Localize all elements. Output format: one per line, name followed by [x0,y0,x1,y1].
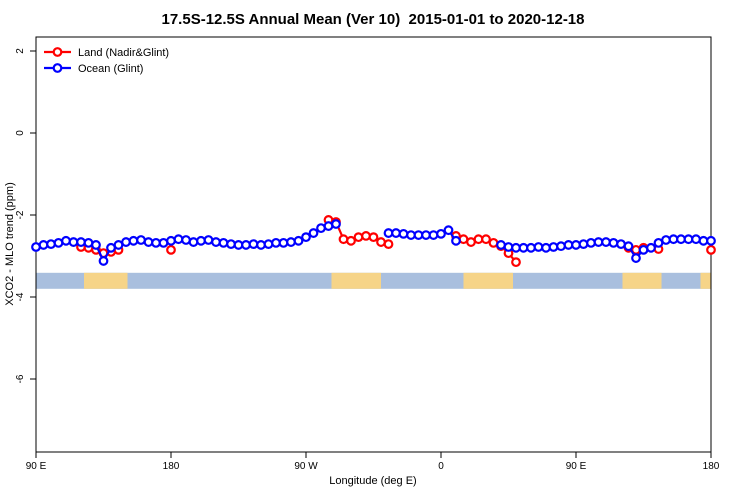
ocean-point [398,228,409,239]
y-tick-label: -2 [15,210,26,219]
land-point [361,231,371,241]
ocean-point [631,253,641,263]
ocean-point [533,242,544,252]
chart-title: 17.5S-12.5S Annual Mean (Ver 10) 2015-01… [162,11,585,28]
land-point [338,234,349,245]
y-axis-title: XCO2 - MLO trend (ppm) [4,182,16,305]
ocean-point [91,240,101,250]
map-land-segment [463,272,513,289]
x-tick-label: 90 W [294,461,318,472]
ocean-point [128,235,139,246]
legend: Land (Nadir&Glint) Ocean (Glint) [44,47,169,75]
x-tick-label: 0 [438,461,444,472]
ocean-point [173,234,184,245]
ocean-point [61,235,71,246]
ocean-point [196,235,206,246]
ocean-point [46,239,56,250]
ocean-point [188,237,199,247]
ocean-point [76,237,86,247]
x-axis-title: Longitude (deg E) [329,475,416,487]
ocean-point [526,242,536,253]
y-tick-label: 0 [15,130,26,136]
ocean-point [263,239,274,250]
ocean-point [706,235,716,246]
land-point [511,257,521,268]
x-tick-label: 90 E [26,461,47,472]
ocean-point [601,237,611,247]
y-tick-label: -4 [15,292,26,301]
y-tick-label: -6 [15,374,26,383]
legend-land-label: Land (Nadir&Glint) [78,47,169,59]
ocean-point [571,240,581,250]
ocean-point [293,235,304,246]
map-land-segment [700,272,711,289]
ocean-point [391,228,401,238]
ocean-point [548,242,559,252]
ocean-point [38,240,49,250]
ocean-point [211,237,221,247]
ocean-point [166,235,176,246]
map-land-segment [622,272,662,289]
land-point [346,235,356,246]
ocean-point [248,239,259,250]
land-point [706,244,716,255]
map-land-segment [84,272,128,289]
land-point [353,232,364,243]
land-point [166,244,176,255]
ocean-point [451,235,461,246]
ocean-point [143,237,154,247]
ocean-point [308,228,319,238]
ocean-point [661,235,671,245]
ocean-point [436,228,446,239]
ocean-point [623,241,634,252]
ocean-point [241,240,251,250]
ocean-point [98,256,109,266]
ocean-point [256,240,266,250]
legend-land-marker-icon [52,47,63,57]
ocean-point [556,241,566,252]
ocean-point [286,237,296,247]
land-point [383,239,394,250]
y-tick-label: 2 [15,48,26,54]
ocean-point [646,242,656,253]
legend-ocean-label: Ocean (Glint) [78,63,143,75]
ocean-point [691,234,701,245]
x-tick-label: 180 [163,461,180,472]
ocean-point [278,237,289,248]
ocean-point [428,230,439,240]
ocean-point [121,237,131,247]
ocean-point [586,237,596,248]
x-tick-label: 90 E [566,461,587,472]
land-point [481,234,491,245]
map-land-segment [331,272,381,289]
ocean-point [301,232,311,243]
ocean-point [226,239,236,250]
ocean-point [443,225,454,236]
ocean-point [503,242,514,252]
ocean-point [331,219,341,229]
ocean-point [578,239,589,250]
land-point [368,232,379,243]
legend-ocean-marker-icon [52,63,63,73]
ocean-point [218,237,229,248]
plot-area: 90 E 180 90 W 0 90 E 180 2 0 -2 -4 -6 [15,36,720,472]
ocean-point [608,237,619,248]
ocean-point [541,242,551,253]
x-tick-label: 180 [703,461,720,472]
